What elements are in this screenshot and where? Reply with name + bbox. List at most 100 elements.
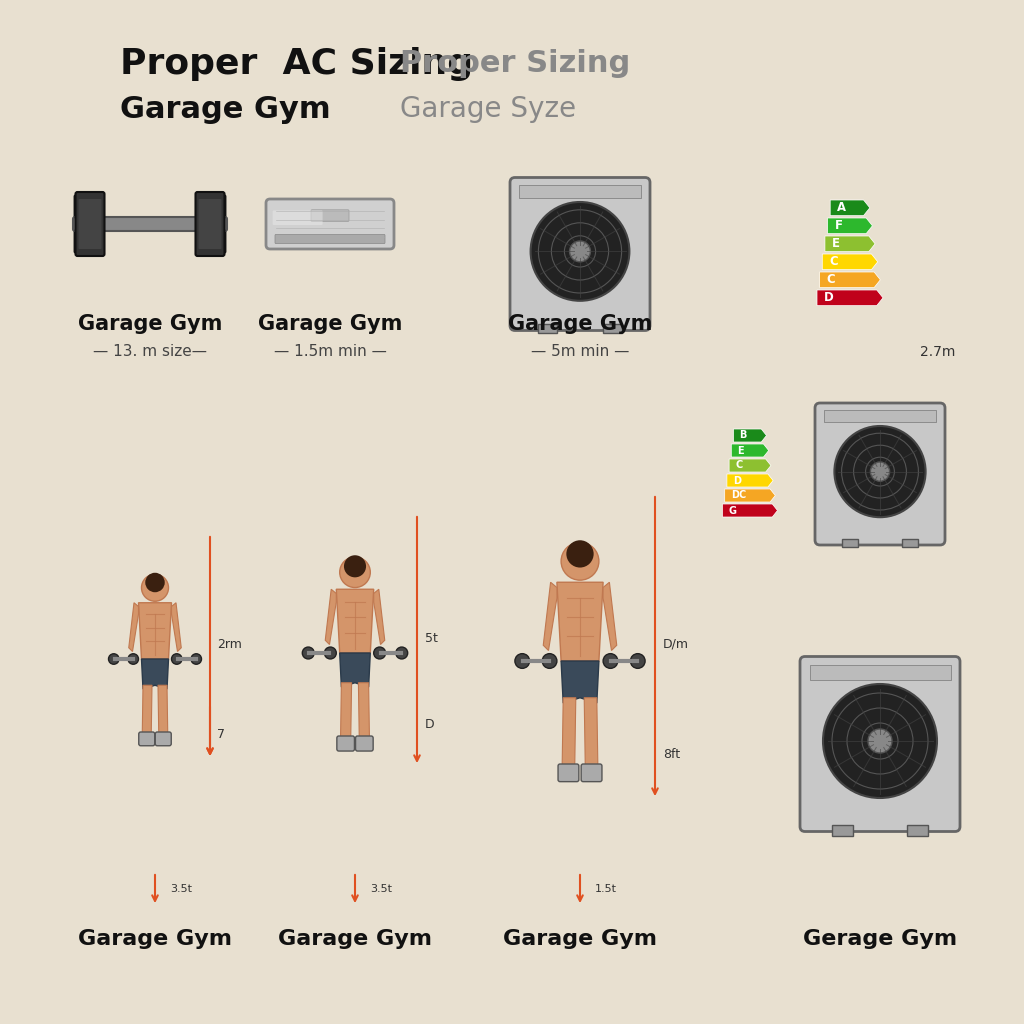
Polygon shape: [129, 603, 138, 651]
Bar: [907, 825, 928, 836]
Text: D/m: D/m: [663, 638, 689, 650]
Text: Garage Gym: Garage Gym: [120, 94, 331, 124]
Text: D: D: [425, 718, 434, 730]
FancyBboxPatch shape: [510, 177, 650, 331]
Circle shape: [515, 653, 529, 669]
Circle shape: [302, 647, 314, 659]
Bar: [603, 325, 622, 333]
Text: — 5m min —: — 5m min —: [530, 344, 629, 359]
Text: F: F: [835, 219, 843, 232]
FancyBboxPatch shape: [79, 199, 101, 249]
Circle shape: [870, 462, 890, 481]
Circle shape: [145, 572, 165, 592]
FancyBboxPatch shape: [337, 736, 354, 751]
Polygon shape: [141, 659, 169, 689]
Text: Garage Gym: Garage Gym: [503, 929, 657, 949]
FancyBboxPatch shape: [272, 210, 323, 225]
Circle shape: [374, 647, 386, 659]
Text: — 1.5m min —: — 1.5m min —: [273, 344, 386, 359]
FancyBboxPatch shape: [266, 199, 394, 249]
Bar: [519, 185, 641, 198]
Circle shape: [542, 653, 557, 669]
Text: 1.5t: 1.5t: [595, 884, 617, 894]
Polygon shape: [603, 583, 616, 650]
Polygon shape: [544, 583, 557, 650]
Circle shape: [128, 653, 138, 665]
Text: C: C: [826, 273, 836, 287]
Bar: [823, 411, 936, 422]
Polygon shape: [171, 603, 181, 651]
Polygon shape: [341, 683, 351, 738]
FancyBboxPatch shape: [75, 196, 98, 253]
FancyBboxPatch shape: [196, 193, 224, 256]
FancyBboxPatch shape: [815, 403, 945, 545]
Polygon shape: [729, 459, 771, 472]
Polygon shape: [358, 683, 370, 738]
Text: E: E: [833, 238, 840, 250]
Text: 2rm: 2rm: [217, 638, 242, 650]
Bar: [901, 539, 919, 547]
Bar: [539, 325, 557, 333]
Polygon shape: [723, 504, 777, 517]
Polygon shape: [336, 589, 374, 653]
Text: 8ft: 8ft: [663, 748, 680, 761]
FancyBboxPatch shape: [355, 736, 373, 751]
Text: 3.5t: 3.5t: [370, 884, 392, 894]
FancyBboxPatch shape: [275, 234, 385, 244]
Text: Garage Gym: Garage Gym: [78, 929, 232, 949]
Text: 5t: 5t: [425, 633, 438, 645]
Polygon shape: [340, 653, 371, 687]
Polygon shape: [822, 254, 878, 269]
FancyBboxPatch shape: [199, 199, 221, 249]
Polygon shape: [819, 272, 881, 288]
Text: DC: DC: [731, 490, 745, 501]
FancyBboxPatch shape: [202, 196, 225, 253]
Text: 2.7m: 2.7m: [920, 345, 955, 359]
Circle shape: [566, 541, 594, 567]
Circle shape: [396, 647, 408, 659]
Bar: [831, 825, 853, 836]
Circle shape: [603, 653, 617, 669]
Text: Garage Gym: Garage Gym: [78, 314, 222, 334]
Polygon shape: [374, 589, 385, 644]
Text: — 13. m size—: — 13. m size—: [93, 344, 207, 359]
Polygon shape: [138, 603, 171, 659]
Polygon shape: [827, 218, 872, 233]
Polygon shape: [733, 429, 767, 442]
Text: G: G: [728, 506, 736, 515]
Text: Gerage Gym: Gerage Gym: [803, 929, 957, 949]
Circle shape: [569, 241, 591, 262]
FancyBboxPatch shape: [558, 764, 579, 781]
Polygon shape: [725, 489, 775, 502]
Circle shape: [835, 426, 926, 517]
Circle shape: [530, 202, 630, 301]
Circle shape: [109, 653, 119, 665]
Text: A: A: [838, 202, 847, 214]
FancyBboxPatch shape: [582, 764, 602, 781]
Polygon shape: [585, 697, 598, 766]
Text: Proper  AC Sizing: Proper AC Sizing: [120, 47, 473, 81]
Text: D: D: [733, 475, 741, 485]
Text: Garage Gym: Garage Gym: [278, 929, 432, 949]
Circle shape: [823, 684, 937, 798]
Text: Proper Sizing: Proper Sizing: [400, 49, 630, 79]
FancyBboxPatch shape: [311, 210, 349, 221]
Polygon shape: [158, 685, 168, 734]
Text: 7: 7: [217, 727, 225, 740]
Circle shape: [191, 653, 202, 665]
FancyBboxPatch shape: [204, 201, 223, 248]
Polygon shape: [326, 589, 336, 644]
Circle shape: [631, 653, 645, 669]
Polygon shape: [142, 685, 152, 734]
Circle shape: [171, 653, 182, 665]
Polygon shape: [557, 583, 603, 662]
Circle shape: [344, 555, 366, 578]
Text: Garage Gym: Garage Gym: [258, 314, 402, 334]
Polygon shape: [830, 200, 869, 216]
Text: D: D: [824, 291, 834, 304]
Text: Garage Gym: Garage Gym: [508, 314, 652, 334]
FancyBboxPatch shape: [138, 732, 155, 745]
Text: B: B: [739, 430, 746, 440]
Polygon shape: [562, 697, 575, 766]
Polygon shape: [727, 474, 773, 487]
